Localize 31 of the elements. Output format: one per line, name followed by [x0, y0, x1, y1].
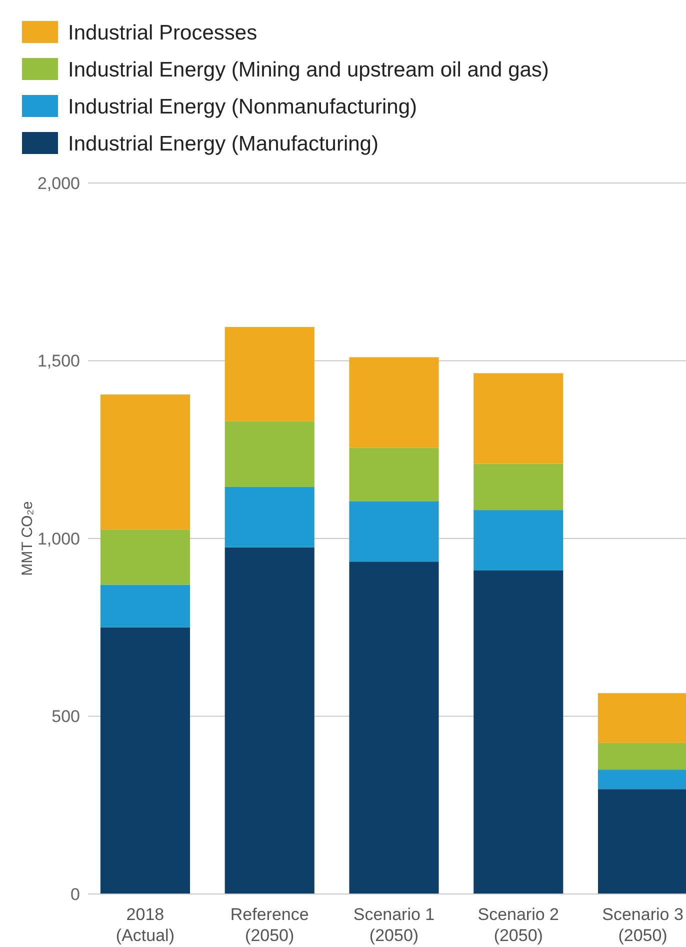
- bar: [100, 394, 190, 530]
- bar: [100, 584, 190, 628]
- bar: [224, 547, 314, 894]
- bar: [224, 326, 314, 422]
- bar: [474, 373, 564, 464]
- bar: [100, 627, 190, 894]
- y-tick-label: 0: [70, 884, 80, 904]
- bar: [224, 421, 314, 487]
- bar: [349, 562, 439, 894]
- x-tick-label: Scenario 3 (2050): [602, 905, 684, 945]
- bar: [349, 501, 439, 562]
- bar: [224, 486, 314, 548]
- bar: [349, 357, 439, 448]
- y-axis-title: MMT CO₂e: [19, 501, 36, 576]
- y-tick-label: 1,500: [37, 352, 80, 371]
- y-tick-label: 1,000: [37, 529, 80, 548]
- bar: [100, 530, 190, 585]
- bar: [474, 570, 564, 894]
- bar: [349, 448, 439, 502]
- legend-label: Industrial Energy (Nonmanufacturing): [68, 95, 418, 118]
- legend-label: Industrial Processes: [68, 21, 258, 44]
- legend-label: Industrial Energy (Manufacturing): [68, 132, 378, 156]
- y-tick-label: 500: [52, 707, 80, 726]
- legend-label: Industrial Energy (Mining and upstream oil and gas): [68, 58, 549, 82]
- x-tick-label: Reference (2050): [230, 905, 309, 945]
- x-tick-label: Scenario 1 (2050): [353, 905, 435, 945]
- y-tick-label: 2,000: [37, 174, 80, 193]
- x-tick-label: 2018 (Actual): [116, 905, 175, 945]
- bar: [474, 510, 564, 570]
- x-tick-label: Scenario 2 (2050): [478, 905, 560, 945]
- bar: [474, 464, 564, 510]
